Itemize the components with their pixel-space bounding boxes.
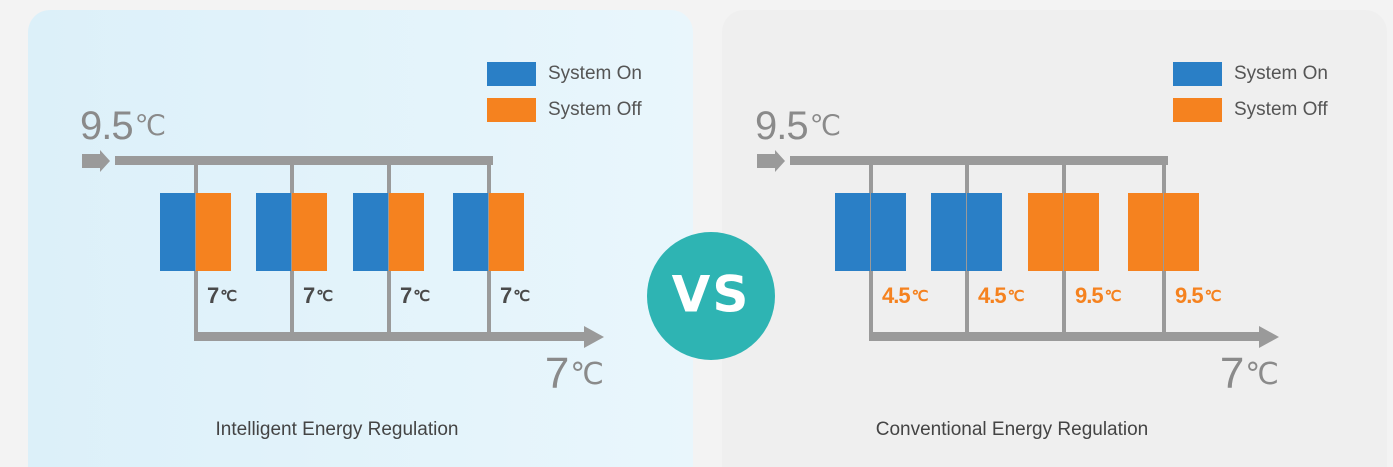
gap-temp: 7 ℃	[500, 283, 530, 308]
gap-temp-unit: ℃	[513, 288, 530, 305]
top-temp: 9.5℃	[755, 104, 840, 148]
gap-temp: 7 ℃	[400, 283, 430, 308]
top-bar	[115, 156, 493, 165]
gap-temp-unit: ℃	[1205, 288, 1222, 305]
caption: Conventional Energy Regulation	[876, 419, 1149, 440]
gap-temp-unit: ℃	[413, 288, 430, 305]
bottom-temp: 7℃	[545, 349, 603, 398]
top-bar	[790, 156, 1168, 165]
arrow-in	[757, 150, 785, 172]
bottom-temp-value: 7	[1220, 349, 1243, 398]
legend-label: System On	[1234, 63, 1328, 84]
legend-swatch	[1173, 98, 1222, 122]
block	[453, 193, 488, 271]
gap-temp-value: 4.5	[882, 283, 910, 308]
bottom-temp-unit: ℃	[1245, 358, 1278, 391]
gap-temp: 9.5 ℃	[1075, 283, 1122, 308]
gap-temp-value: 7	[400, 283, 412, 308]
gap-temp-value: 4.5	[978, 283, 1006, 308]
top-temp-unit: ℃	[810, 110, 840, 141]
legend-swatch	[487, 98, 536, 122]
arrow-in	[82, 150, 110, 172]
legend-label: System Off	[1234, 99, 1328, 120]
block	[389, 193, 424, 271]
gap-temp-value: 9.5	[1175, 283, 1203, 308]
bottom-temp-value: 7	[545, 349, 568, 398]
block	[835, 193, 870, 271]
block	[1064, 193, 1099, 271]
block	[256, 193, 291, 271]
block	[1028, 193, 1063, 271]
bottom-temp-unit: ℃	[570, 358, 603, 391]
top-temp-unit: ℃	[135, 110, 165, 141]
gap-temp-unit: ℃	[912, 288, 929, 305]
bottom-bar	[869, 332, 1259, 341]
block	[489, 193, 524, 271]
gap-temp: 4.5 ℃	[978, 283, 1025, 308]
gap-temp: 7 ℃	[207, 283, 237, 308]
block	[931, 193, 966, 271]
legend-label: System Off	[548, 99, 642, 120]
top-temp-value: 9.5	[80, 104, 133, 148]
block	[353, 193, 388, 271]
caption: Intelligent Energy Regulation	[216, 419, 459, 440]
block	[160, 193, 195, 271]
gap-temp-value: 9.5	[1075, 283, 1103, 308]
top-temp-value: 9.5	[755, 104, 808, 148]
block	[196, 193, 231, 271]
vs-text: VS	[672, 266, 751, 324]
gap-temp-unit: ℃	[1008, 288, 1025, 305]
block	[292, 193, 327, 271]
gap-temp: 7 ℃	[303, 283, 333, 308]
block	[1128, 193, 1163, 271]
block	[871, 193, 906, 271]
gap-temp: 4.5 ℃	[882, 283, 929, 308]
gap-temp-unit: ℃	[316, 288, 333, 305]
vs-badge	[647, 232, 775, 360]
gap-temp-unit: ℃	[220, 288, 237, 305]
gap-temp-unit: ℃	[1105, 288, 1122, 305]
arrow-out	[584, 326, 604, 348]
legend-label: System On	[548, 63, 642, 84]
bottom-bar	[194, 332, 584, 341]
legend-swatch	[1173, 62, 1222, 86]
legend-swatch	[487, 62, 536, 86]
block	[967, 193, 1002, 271]
gap-temp-value: 7	[303, 283, 315, 308]
gap-temp-value: 7	[500, 283, 512, 308]
gap-temp: 9.5 ℃	[1175, 283, 1222, 308]
top-temp: 9.5℃	[80, 104, 165, 148]
arrow-out	[1259, 326, 1279, 348]
bottom-temp: 7℃	[1220, 349, 1278, 398]
block	[1164, 193, 1199, 271]
gap-temp-value: 7	[207, 283, 219, 308]
